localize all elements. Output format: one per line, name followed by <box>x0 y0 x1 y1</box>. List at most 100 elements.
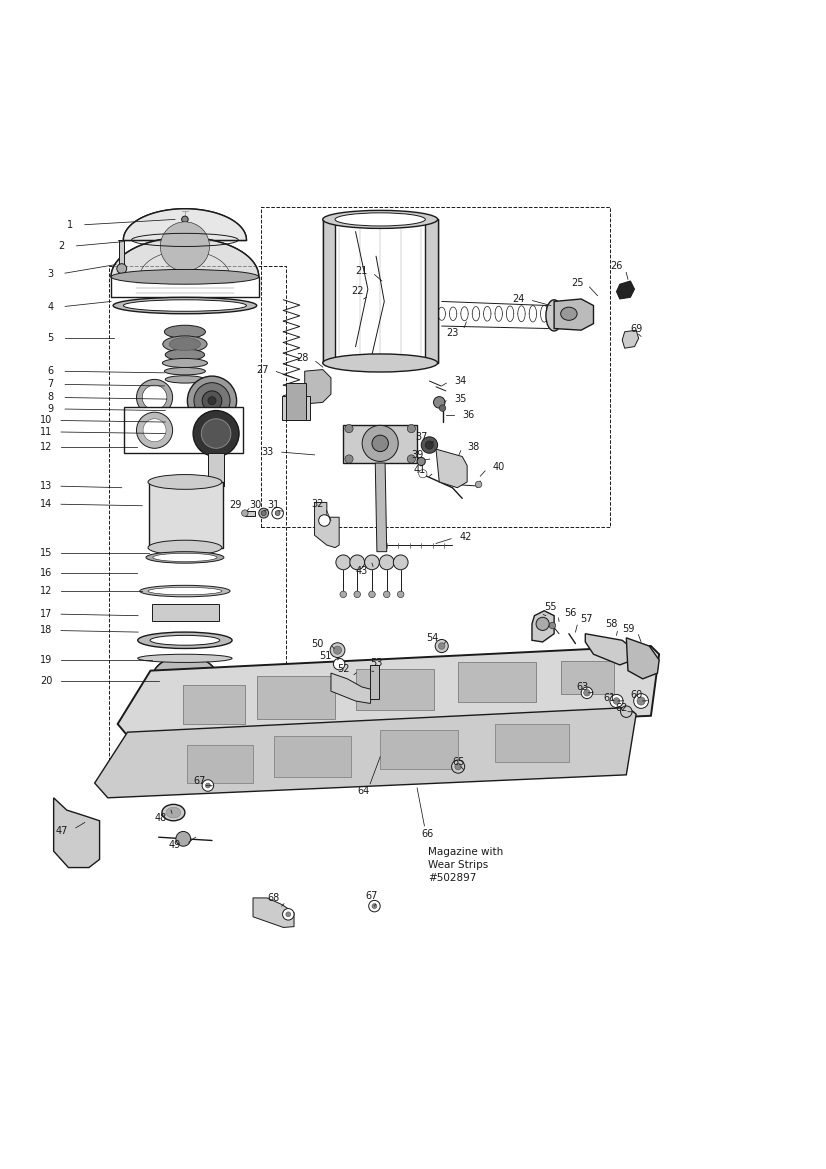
Text: 38: 38 <box>468 442 480 451</box>
Circle shape <box>421 437 438 454</box>
Circle shape <box>364 555 379 569</box>
Bar <box>183 685 244 724</box>
Ellipse shape <box>111 269 259 284</box>
Text: 20: 20 <box>40 677 52 686</box>
Polygon shape <box>554 299 594 330</box>
Ellipse shape <box>148 475 222 490</box>
Circle shape <box>620 706 632 718</box>
Circle shape <box>136 380 173 415</box>
Text: 52: 52 <box>337 664 349 675</box>
Ellipse shape <box>561 307 577 320</box>
Circle shape <box>407 424 415 433</box>
Text: 39: 39 <box>411 450 423 459</box>
Polygon shape <box>436 449 468 487</box>
Ellipse shape <box>148 540 222 555</box>
Text: 63: 63 <box>576 682 588 692</box>
Text: 30: 30 <box>249 500 262 510</box>
Polygon shape <box>305 369 331 404</box>
Circle shape <box>176 831 191 846</box>
Text: 28: 28 <box>296 353 308 364</box>
Ellipse shape <box>138 632 232 649</box>
Text: 69: 69 <box>631 324 643 333</box>
Circle shape <box>434 396 445 408</box>
Bar <box>370 665 378 699</box>
Circle shape <box>208 396 216 404</box>
Bar <box>458 663 536 701</box>
Circle shape <box>241 510 248 517</box>
Polygon shape <box>532 610 554 642</box>
Text: 41: 41 <box>414 464 425 475</box>
Circle shape <box>136 413 173 448</box>
Text: 40: 40 <box>492 462 505 472</box>
Text: 36: 36 <box>463 410 475 421</box>
Ellipse shape <box>166 808 181 818</box>
Circle shape <box>334 658 345 670</box>
Text: 18: 18 <box>40 625 52 636</box>
Ellipse shape <box>163 336 207 352</box>
Bar <box>188 746 253 783</box>
Bar <box>355 669 434 710</box>
Text: 16: 16 <box>40 568 52 577</box>
Text: 6: 6 <box>47 366 54 376</box>
Circle shape <box>334 646 342 655</box>
Bar <box>495 724 569 762</box>
Text: 4: 4 <box>47 303 54 312</box>
Text: 32: 32 <box>311 499 323 509</box>
Polygon shape <box>253 898 294 927</box>
Text: 47: 47 <box>55 825 68 836</box>
Text: 53: 53 <box>370 658 382 669</box>
Ellipse shape <box>323 210 438 228</box>
Circle shape <box>202 780 214 791</box>
Ellipse shape <box>164 325 206 338</box>
Ellipse shape <box>164 367 206 375</box>
Circle shape <box>435 639 449 652</box>
Text: 67: 67 <box>193 776 206 787</box>
Polygon shape <box>54 797 100 867</box>
Text: 62: 62 <box>615 703 628 713</box>
Text: 48: 48 <box>154 814 166 823</box>
Circle shape <box>143 419 166 442</box>
Circle shape <box>194 382 230 419</box>
Bar <box>286 383 306 421</box>
Circle shape <box>439 404 446 411</box>
Text: 56: 56 <box>564 608 577 618</box>
Text: 35: 35 <box>454 394 467 404</box>
Circle shape <box>372 435 388 451</box>
Polygon shape <box>123 209 246 240</box>
Circle shape <box>286 912 291 916</box>
Text: 31: 31 <box>268 500 280 510</box>
Circle shape <box>407 455 415 463</box>
Bar <box>124 407 243 454</box>
Text: 26: 26 <box>610 261 623 271</box>
Polygon shape <box>616 281 634 299</box>
Polygon shape <box>111 237 259 277</box>
Circle shape <box>397 592 404 597</box>
Text: 29: 29 <box>230 500 242 510</box>
Text: 13: 13 <box>40 482 52 491</box>
Circle shape <box>417 457 425 465</box>
Ellipse shape <box>113 297 257 313</box>
Ellipse shape <box>169 338 201 351</box>
Text: 2: 2 <box>59 242 65 251</box>
Circle shape <box>584 690 591 696</box>
Ellipse shape <box>138 655 232 663</box>
Circle shape <box>202 419 230 448</box>
Circle shape <box>206 783 211 788</box>
Circle shape <box>336 555 351 569</box>
Polygon shape <box>375 463 387 552</box>
Text: 50: 50 <box>311 639 324 650</box>
Circle shape <box>372 904 377 908</box>
Text: 3: 3 <box>47 269 54 279</box>
Polygon shape <box>152 656 218 679</box>
Circle shape <box>330 643 345 657</box>
Ellipse shape <box>150 636 220 645</box>
Circle shape <box>160 222 210 271</box>
Text: 22: 22 <box>351 285 363 296</box>
Circle shape <box>613 698 620 704</box>
Circle shape <box>425 441 434 449</box>
Text: 21: 21 <box>355 267 368 276</box>
Polygon shape <box>626 638 659 679</box>
Text: 9: 9 <box>47 404 54 414</box>
Circle shape <box>637 697 645 705</box>
Ellipse shape <box>165 375 205 383</box>
